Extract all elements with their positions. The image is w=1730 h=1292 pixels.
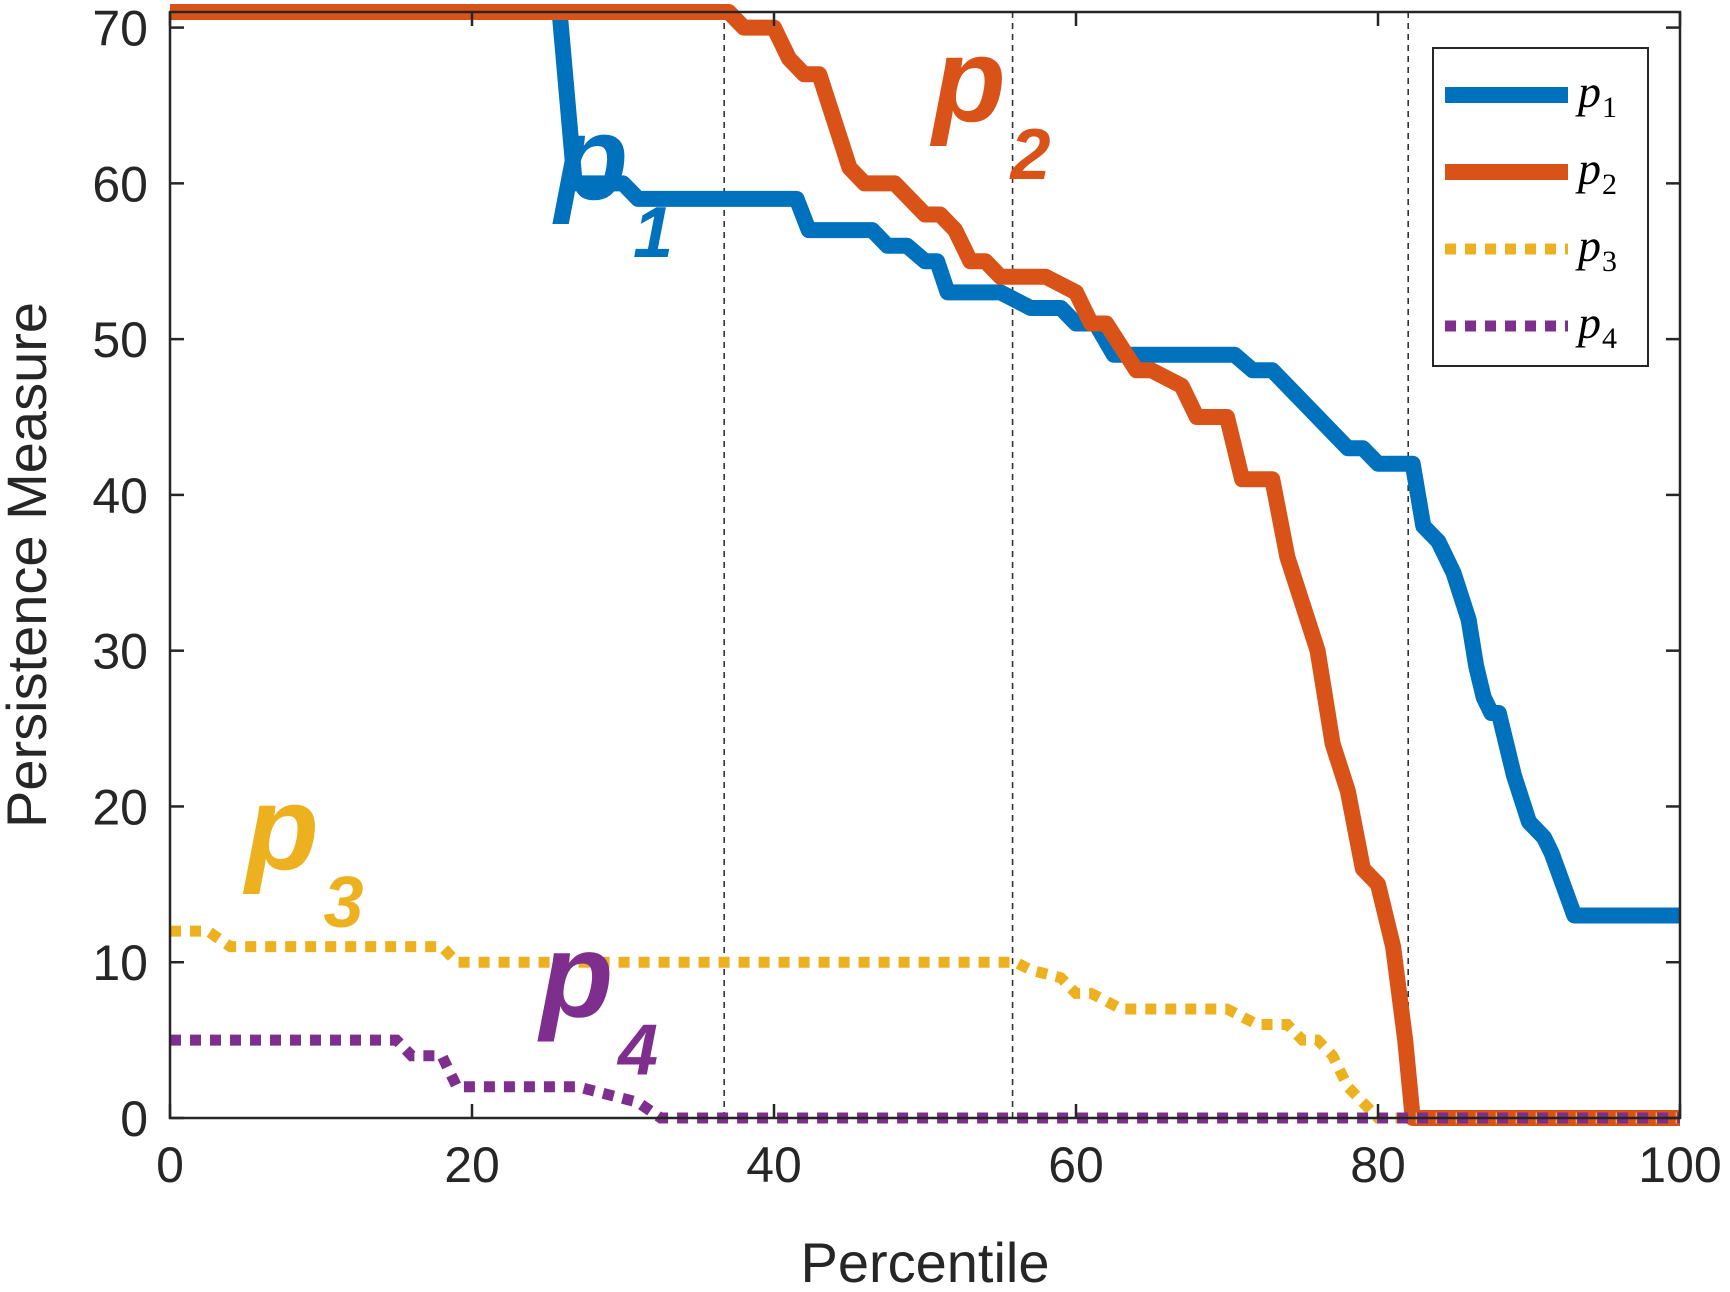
- annotation-p3: p3: [243, 761, 364, 943]
- x-tick-label: 100: [1638, 1137, 1721, 1193]
- y-axis-label: Persistence Measure: [0, 302, 58, 828]
- series-line-p3: [170, 925, 1680, 1124]
- axes-box: [168, 10, 1682, 1120]
- x-axis-label: Percentile: [800, 1231, 1049, 1292]
- annotation-base: p: [930, 13, 1006, 147]
- x-tick-label: 20: [444, 1137, 500, 1193]
- series-layer: [170, 4, 1680, 1126]
- legend-label-p2: p: [1575, 143, 1601, 194]
- x-tick-label: 80: [1350, 1137, 1406, 1193]
- y-tick-label: 40: [92, 468, 148, 524]
- y-tick-label: 0: [120, 1091, 148, 1147]
- y-tick-label: 50: [92, 312, 148, 368]
- legend-label-p3: p: [1575, 220, 1601, 271]
- series-line-p4: [170, 1034, 1680, 1124]
- annotation-p1: p1: [552, 91, 673, 273]
- annotation-base: p: [552, 91, 628, 225]
- series-line-p1: [170, 4, 1680, 924]
- x-tick-label: 0: [156, 1137, 184, 1193]
- annotation-subscript: 4: [616, 1011, 658, 1091]
- y-tick-label: 20: [92, 779, 148, 835]
- vertical-reference-lines: [723, 12, 1409, 1118]
- y-tick-label: 10: [92, 935, 148, 991]
- legend-label-p4: p: [1575, 297, 1601, 348]
- series-line-p2: [170, 4, 1680, 1126]
- y-tick-label: 60: [92, 156, 148, 212]
- legend-label-p1: p: [1575, 66, 1601, 117]
- legend-subscript-p2: 2: [1602, 168, 1617, 201]
- annotation-subscript: 2: [1009, 115, 1051, 195]
- legend-subscript-p1: 1: [1602, 91, 1617, 124]
- annotation-base: p: [243, 761, 319, 895]
- annotation-p4: p4: [537, 909, 658, 1091]
- annotation-subscript: 1: [633, 193, 673, 273]
- x-tick-label: 40: [746, 1137, 802, 1193]
- annotation-base: p: [537, 909, 613, 1043]
- legend: p 1p 2p 3p 4: [1432, 47, 1649, 367]
- annotation-subscript: 3: [324, 863, 364, 943]
- x-tick-label: 60: [1048, 1137, 1104, 1193]
- axis-ticks: 0 20 40 60 80 100 0 10 20 30 40 50 60 70: [92, 1, 1721, 1193]
- y-tick-label: 30: [92, 624, 148, 680]
- legend-subscript-p3: 3: [1602, 245, 1617, 278]
- y-tick-label: 70: [92, 1, 148, 57]
- legend-subscript-p4: 4: [1602, 322, 1617, 355]
- annotation-p2: p2: [930, 13, 1051, 195]
